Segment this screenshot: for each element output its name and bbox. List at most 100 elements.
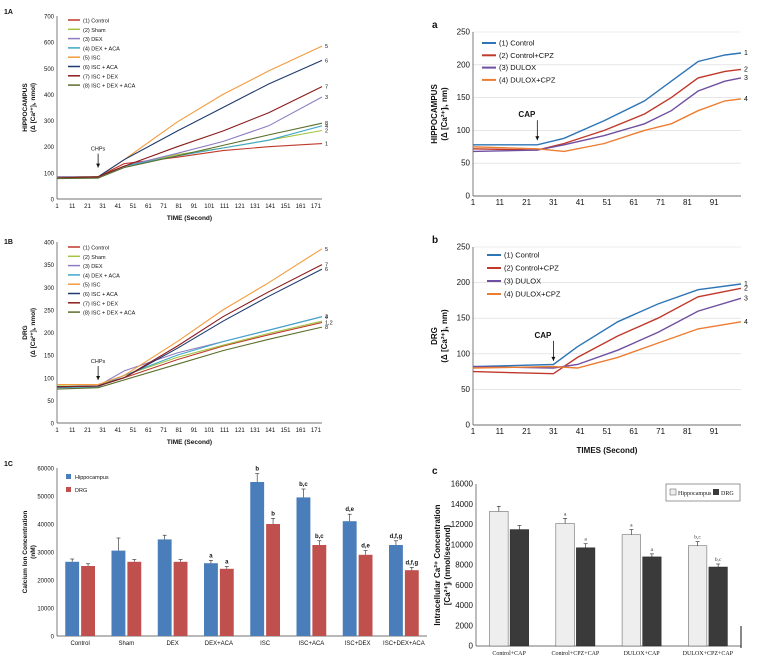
bar-hippocampus bbox=[65, 561, 80, 636]
x-tick-label: 91 bbox=[710, 427, 719, 436]
y-tick-label: 300 bbox=[44, 286, 55, 292]
y-tick-label: 30000 bbox=[37, 551, 54, 557]
bar-drg bbox=[642, 556, 662, 647]
y-tick-label: 0 bbox=[51, 635, 55, 641]
significance-label: a bbox=[564, 511, 567, 517]
significance-label: d,e bbox=[345, 507, 354, 513]
annotation-arrowhead bbox=[535, 136, 540, 141]
y-tick-label: 400 bbox=[44, 93, 55, 99]
y-tick-label: 14000 bbox=[451, 500, 474, 509]
series-end-label: 3 bbox=[325, 95, 328, 101]
legend-entry: (2) Sham bbox=[83, 255, 106, 261]
x-tick-label: 41 bbox=[115, 428, 122, 434]
y-tick-label: 10000 bbox=[451, 540, 474, 549]
x-tick-label: 61 bbox=[145, 204, 152, 210]
x-tick-label: 81 bbox=[683, 198, 692, 207]
y-tick-label: 8000 bbox=[455, 561, 473, 570]
legend-entry: (2) Sham bbox=[83, 28, 106, 34]
significance-label: d,e bbox=[361, 544, 370, 550]
series-line-7 bbox=[56, 264, 323, 388]
panel-label: 1A bbox=[4, 9, 13, 16]
y-axis-label-unit: (Δ [Ca²⁺]ᵢ, nmol) bbox=[30, 308, 37, 357]
legend-entry: DRG bbox=[75, 488, 87, 494]
bar-hippocampus bbox=[489, 511, 509, 647]
bar-drg bbox=[312, 545, 327, 636]
series-line-7 bbox=[56, 86, 323, 179]
series-end-label: 7 bbox=[325, 85, 328, 91]
y-axis-label: Intracellular Ca²⁺ Concentration bbox=[433, 504, 442, 625]
y-tick-label: 0 bbox=[51, 422, 55, 428]
series-end-label: 4 bbox=[744, 96, 748, 103]
significance-label: a bbox=[630, 523, 633, 529]
x-tick-label: 51 bbox=[130, 204, 137, 210]
x-tick-label: 121 bbox=[235, 428, 246, 434]
legend-entry: (1) Control bbox=[504, 251, 540, 260]
bar-drg bbox=[266, 524, 280, 636]
legend-entry: (6) ISC + ACA bbox=[83, 292, 118, 298]
series-end-label: 3 bbox=[744, 75, 748, 82]
legend-entry: (8) ISC + DEX + ACA bbox=[83, 311, 136, 317]
legend-entry: (2) Control+CPZ bbox=[499, 51, 554, 60]
y-axis-label-unit: (Δ [Ca²⁺]ᵢ, nm) bbox=[440, 309, 449, 363]
x-tick-label: 71 bbox=[656, 198, 665, 207]
panel-label: c bbox=[432, 466, 438, 477]
x-tick-label: 21 bbox=[84, 428, 91, 434]
x-tick-label: 11 bbox=[496, 198, 505, 207]
x-tick-label: 141 bbox=[265, 204, 276, 210]
y-tick-label: 10000 bbox=[37, 607, 54, 613]
legend-entry: (7) ISC + DEX bbox=[83, 74, 118, 80]
significance-label: b,c bbox=[315, 534, 324, 540]
panel-label: a bbox=[432, 20, 438, 31]
legend-entry: DRG bbox=[721, 491, 734, 497]
annotation-label: CHPs bbox=[91, 359, 106, 365]
y-tick-label: 50 bbox=[461, 159, 470, 168]
series-end-label: 6 bbox=[325, 267, 328, 273]
legend-entry: (4) DEX + ACA bbox=[83, 273, 120, 279]
x-tick-label: 31 bbox=[99, 428, 106, 434]
y-axis-label: DRG bbox=[22, 325, 29, 339]
y-tick-label: 0 bbox=[466, 421, 471, 430]
category-label: ISC+ACA bbox=[298, 641, 324, 647]
x-tick-label: 21 bbox=[522, 198, 531, 207]
series-line-8 bbox=[56, 122, 323, 180]
category-label: Control+CAP bbox=[492, 651, 526, 657]
x-tick-label: 111 bbox=[220, 428, 230, 434]
chart-1C: 1C 0 10000 20000 30000 40000 50000 60000 Calcium… bbox=[4, 461, 427, 647]
y-tick-label: 500 bbox=[44, 67, 55, 73]
legend-entry: (6) ISC + ACA bbox=[83, 65, 118, 71]
panel-label: 1B bbox=[4, 239, 13, 246]
x-tick-label: 81 bbox=[683, 427, 692, 436]
series-end-label: 8 bbox=[325, 121, 328, 127]
legend-swatch bbox=[669, 488, 677, 496]
y-tick-label: 50 bbox=[47, 399, 54, 405]
bar-drg bbox=[173, 561, 188, 636]
bar-hippocampus bbox=[296, 497, 311, 636]
y-tick-label: 40000 bbox=[37, 523, 54, 529]
bar-drg bbox=[404, 570, 419, 636]
x-tick-label: 11 bbox=[496, 427, 505, 436]
category-label: Sham bbox=[119, 641, 135, 647]
legend-entry: Hippocampus bbox=[75, 475, 109, 481]
x-tick-label: 1 bbox=[55, 428, 59, 434]
y-axis-label: HIPPOCAMPUS bbox=[22, 83, 29, 132]
legend-entry: (4) DULOX+CPZ bbox=[504, 290, 561, 299]
series-line-5 bbox=[57, 248, 323, 386]
series-line-3 bbox=[472, 297, 742, 369]
significance-label: a bbox=[209, 553, 213, 559]
series-end-label: 1 bbox=[325, 142, 328, 148]
y-tick-label: 6000 bbox=[455, 581, 473, 590]
legend-box bbox=[665, 483, 741, 502]
series-end-label: 2 bbox=[744, 66, 748, 73]
bar-hippocampus bbox=[250, 482, 265, 636]
y-axis-label: Calcium Ion Concentration bbox=[22, 511, 29, 594]
bar-hippocampus bbox=[555, 523, 575, 647]
bar-hippocampus bbox=[342, 521, 357, 636]
bar-drg bbox=[358, 554, 373, 636]
y-axis-label-unit: (nM) bbox=[30, 545, 37, 559]
series-end-label: 5 bbox=[325, 247, 328, 253]
bar-hippocampus bbox=[204, 563, 218, 636]
series-line-8 bbox=[56, 326, 323, 390]
bar-drg bbox=[127, 561, 142, 636]
series-end-label: 4 bbox=[744, 319, 748, 326]
series-end-label: 1 bbox=[744, 50, 748, 57]
